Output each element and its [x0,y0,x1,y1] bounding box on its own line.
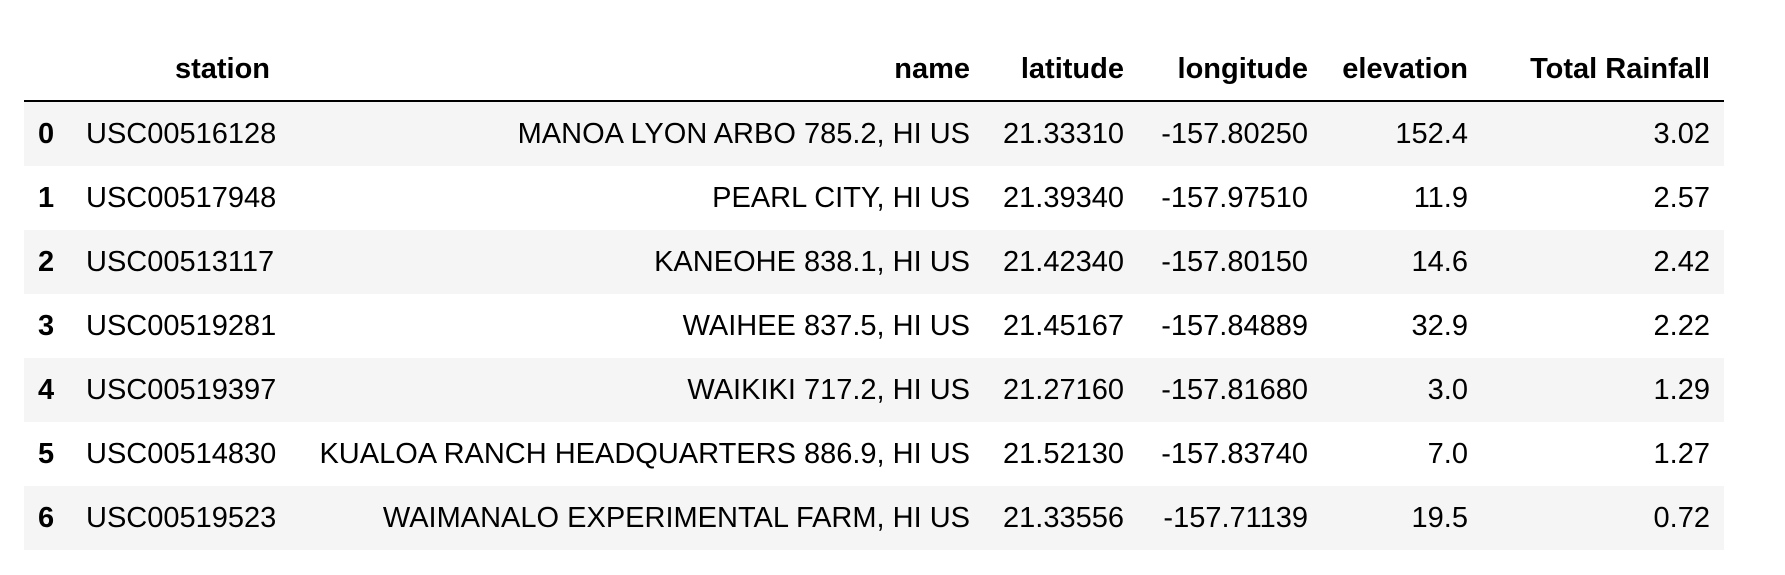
header-row: station name latitude longitude elevatio… [24,38,1724,102]
cell-elevation: 11.9 [1413,181,1468,214]
cell-total-rainfall: 3.02 [1653,117,1710,150]
cell-longitude: -157.84889 [1161,309,1308,342]
cell-latitude: 21.45167 [1003,309,1124,342]
cell-station: USC00519281 [86,309,277,342]
cell-elevation: 152.4 [1395,117,1468,150]
cell-station: USC00519397 [86,373,277,406]
row-index: 1 [38,181,55,214]
table-header: station name latitude longitude elevatio… [24,38,1724,102]
cell-longitude: -157.81680 [1161,373,1308,406]
header-elevation: elevation [1322,38,1482,102]
dataframe-container: station name latitude longitude elevatio… [24,38,1724,550]
cell-name: WAIHEE 837.5, HI US [682,309,970,342]
header-name: name [284,38,984,102]
dataframe-table: station name latitude longitude elevatio… [24,38,1724,550]
cell-station: USC00519523 [86,501,277,534]
cell-total-rainfall: 2.22 [1653,309,1710,342]
cell-elevation: 19.5 [1411,501,1468,534]
cell-longitude: -157.80150 [1161,245,1308,278]
cell-longitude: -157.71139 [1163,501,1308,534]
cell-total-rainfall: 2.42 [1653,245,1710,278]
cell-total-rainfall: 1.27 [1653,437,1710,470]
cell-elevation: 14.6 [1411,245,1468,278]
cell-latitude: 21.33556 [1003,501,1124,534]
cell-station: USC00513117 [86,245,275,278]
cell-longitude: -157.97510 [1161,181,1308,214]
cell-elevation: 7.0 [1427,437,1468,470]
cell-name: KANEOHE 838.1, HI US [654,245,970,278]
table-body: 0 USC00516128 MANOA LYON ARBO 785.2, HI … [24,101,1724,550]
cell-latitude: 21.52130 [1003,437,1124,470]
cell-total-rainfall: 2.57 [1653,181,1710,214]
cell-name: WAIMANALO EXPERIMENTAL FARM, HI US [382,501,970,534]
header-total-rainfall: Total Rainfall [1482,38,1724,102]
table-row: 2 USC00513117 KANEOHE 838.1, HI US 21.42… [24,230,1724,294]
cell-longitude: -157.83740 [1161,437,1308,470]
cell-latitude: 21.27160 [1003,373,1124,406]
cell-elevation: 32.9 [1411,309,1468,342]
header-index [24,38,72,102]
cell-latitude: 21.39340 [1003,181,1124,214]
header-latitude: latitude [984,38,1138,102]
cell-total-rainfall: 1.29 [1653,373,1710,406]
cell-name: PEARL CITY, HI US [712,181,970,214]
header-station: station [72,38,284,102]
table-row: 0 USC00516128 MANOA LYON ARBO 785.2, HI … [24,101,1724,166]
row-index: 5 [38,437,55,470]
row-index: 0 [38,117,55,150]
table-row: 6 USC00519523 WAIMANALO EXPERIMENTAL FAR… [24,486,1724,550]
cell-longitude: -157.80250 [1161,117,1308,150]
table-row: 1 USC00517948 PEARL CITY, HI US 21.39340… [24,166,1724,230]
cell-elevation: 3.0 [1427,373,1468,406]
row-index: 6 [38,501,55,534]
row-index: 3 [38,309,55,342]
cell-station: USC00516128 [86,117,277,150]
table-row: 5 USC00514830 KUALOA RANCH HEADQUARTERS … [24,422,1724,486]
cell-total-rainfall: 0.72 [1653,501,1710,534]
cell-station: USC00514830 [86,437,277,470]
row-index: 2 [38,245,55,278]
cell-station: USC00517948 [86,181,277,214]
cell-name: KUALOA RANCH HEADQUARTERS 886.9, HI US [319,437,970,470]
cell-latitude: 21.42340 [1003,245,1124,278]
row-index: 4 [38,373,55,406]
cell-name: WAIKIKI 717.2, HI US [687,373,970,406]
cell-name: MANOA LYON ARBO 785.2, HI US [517,117,970,150]
table-row: 4 USC00519397 WAIKIKI 717.2, HI US 21.27… [24,358,1724,422]
table-row: 3 USC00519281 WAIHEE 837.5, HI US 21.451… [24,294,1724,358]
header-longitude: longitude [1138,38,1322,102]
cell-latitude: 21.33310 [1003,117,1124,150]
